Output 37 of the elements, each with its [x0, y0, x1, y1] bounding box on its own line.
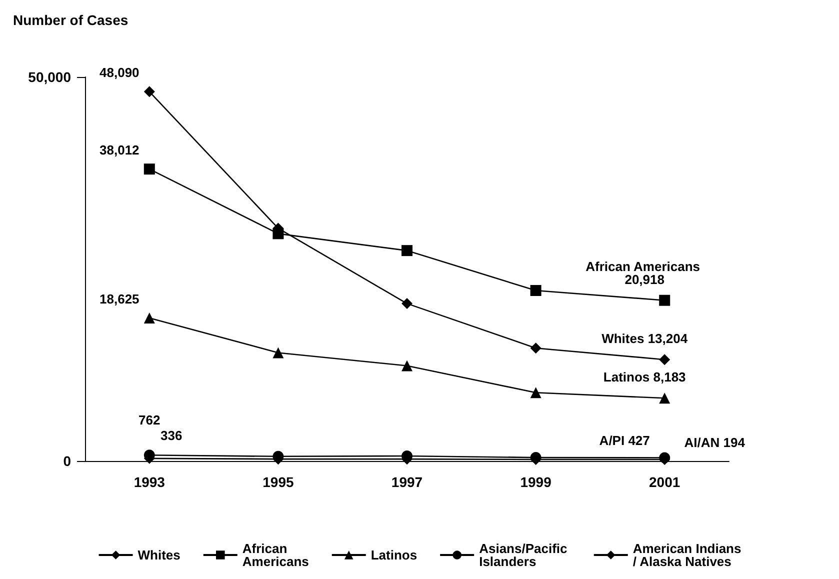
- x-tick-label: 1999: [520, 474, 552, 490]
- point: [272, 347, 284, 358]
- data-label: A/PI 427: [599, 433, 650, 448]
- point: [144, 86, 155, 98]
- y-tick-label: 50,000: [28, 69, 72, 85]
- point: [402, 245, 412, 256]
- data-label: AI/AN 194: [684, 435, 746, 450]
- x-tick-label: 1995: [262, 474, 294, 490]
- data-label: 48,090: [100, 65, 140, 80]
- point: [659, 392, 670, 404]
- point: [402, 298, 412, 310]
- point: [402, 360, 412, 372]
- data-label: 336: [160, 428, 182, 443]
- y-tick-label: 0: [63, 453, 72, 469]
- x-tick-label: 2001: [649, 474, 680, 490]
- point: [144, 312, 155, 324]
- data-label: Latinos 8,183: [603, 370, 686, 385]
- legend-label: Whites: [138, 548, 180, 562]
- point: [659, 354, 670, 366]
- data-label: 762: [138, 412, 160, 428]
- legend-label: African Americans: [242, 541, 309, 569]
- point: [272, 228, 284, 240]
- data-label: African Americans 20,918: [586, 258, 704, 287]
- x-tick-label: 1997: [391, 474, 423, 490]
- data-label: 38,012: [100, 142, 140, 158]
- y-axis-title: Number of Cases: [13, 12, 128, 28]
- point: [659, 294, 670, 306]
- point: [144, 164, 155, 175]
- x-tick-label: 1993: [134, 474, 166, 490]
- legend-label: Asians/Pacific Islanders: [479, 541, 571, 569]
- point: [530, 387, 542, 398]
- legend-label: American Indians/ Alaska Natives: [632, 541, 742, 569]
- point: [530, 285, 542, 296]
- point: [530, 342, 542, 354]
- data-label: Whites 13,204: [602, 331, 688, 346]
- data-label: 18,625: [100, 291, 140, 306]
- legend-label: Latinos: [370, 548, 418, 562]
